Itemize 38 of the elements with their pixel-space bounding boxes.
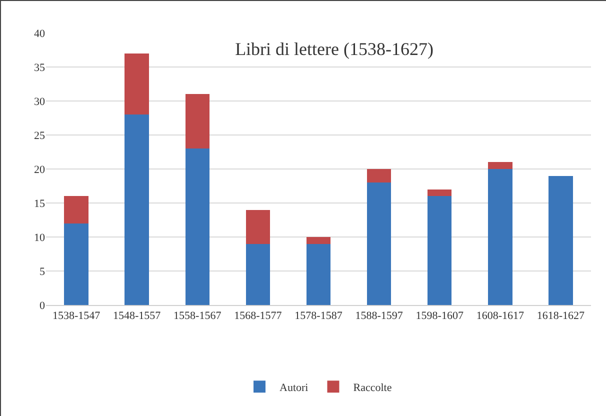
bar [124, 114, 149, 305]
bar [64, 196, 88, 224]
bar [124, 53, 149, 115]
x-tick-label: 1588-1597 [355, 310, 404, 322]
bar [64, 223, 88, 305]
y-tick-label: 10 [34, 232, 46, 244]
x-tick-label: 1558-1567 [174, 310, 222, 322]
y-tick-label: 35 [34, 62, 46, 74]
bar [366, 169, 392, 183]
x-tick-label: 1548-1557 [112, 310, 162, 322]
bar [306, 244, 331, 305]
legend-label: Autori [280, 382, 308, 394]
bar [488, 169, 512, 305]
bar [306, 237, 331, 244]
x-tick-label: 1568-1577 [234, 310, 282, 322]
x-tick-label: 1618-1627 [536, 310, 586, 322]
x-tick-label: 1598-1607 [416, 310, 464, 322]
x-tick-label: 1608-1617 [476, 310, 524, 322]
bar [548, 176, 573, 305]
bar [185, 94, 210, 149]
bar [488, 162, 512, 169]
y-tick-label: 0 [40, 300, 46, 312]
bar [246, 244, 270, 305]
y-tick-label: 15 [34, 198, 46, 210]
bar [185, 148, 210, 305]
bar [428, 189, 452, 196]
y-tick-label: 30 [34, 96, 46, 108]
y-tick-label: 40 [34, 28, 46, 40]
bar [246, 210, 270, 244]
y-tick-label: 25 [34, 130, 46, 142]
legend-label: Raccolte [353, 382, 392, 394]
y-tick-label: 5 [40, 266, 46, 278]
y-tick-label: 20 [34, 164, 46, 176]
bar [428, 196, 452, 305]
x-tick-label: 1538-1547 [52, 310, 101, 322]
chart-title: Libri di lettere (1538-1627) [235, 39, 434, 60]
bar [366, 182, 392, 305]
x-tick-label: 1578-1587 [294, 310, 343, 322]
